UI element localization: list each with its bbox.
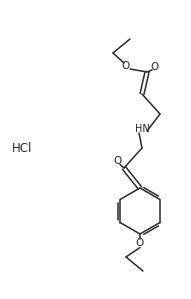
Text: HN: HN bbox=[135, 124, 149, 134]
Text: O: O bbox=[151, 62, 159, 72]
Text: O: O bbox=[122, 61, 130, 71]
Text: O: O bbox=[136, 238, 144, 248]
Text: HCl: HCl bbox=[12, 143, 32, 155]
Text: O: O bbox=[114, 156, 122, 166]
